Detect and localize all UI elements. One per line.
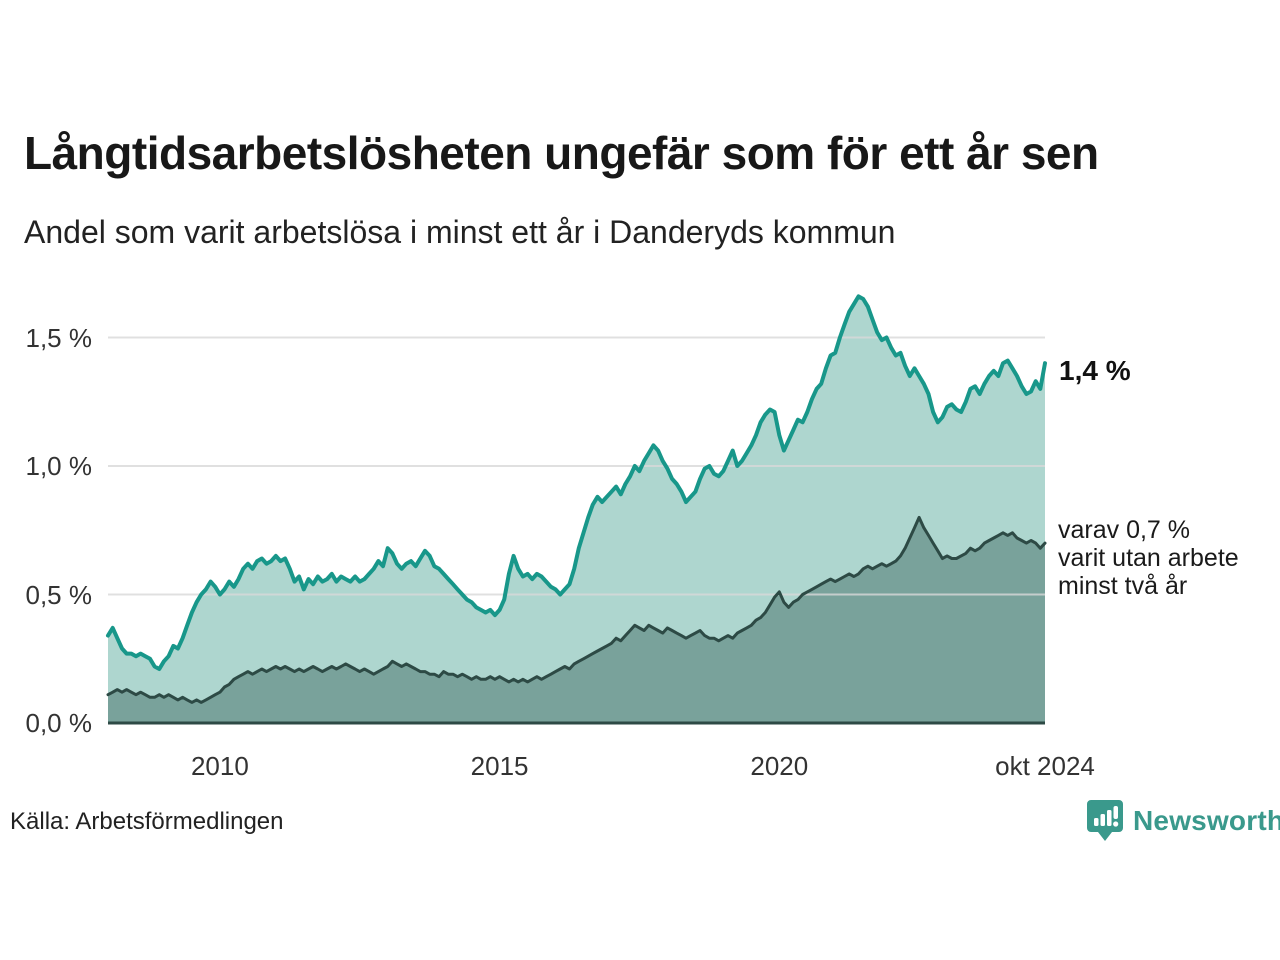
line-two-years-unemployed — [106, 515, 1047, 704]
annotation-line: varav 0,7 % — [1058, 516, 1191, 544]
x-tick-label: 2010 — [190, 751, 249, 781]
x-tick-label: okt 2024 — [995, 751, 1095, 781]
latest-value-label: 1,4 % — [1059, 355, 1131, 386]
newsworthy-wordmark: Newsworthy — [1133, 805, 1280, 836]
area-chart-plot — [106, 294, 1047, 725]
chart-subtitle: Andel som varit arbetslösa i minst ett å… — [24, 214, 896, 250]
annotation-line: varit utan arbete — [1058, 544, 1239, 572]
y-tick-label: 1,0 % — [25, 451, 93, 481]
y-tick-label: 0,0 % — [25, 708, 93, 738]
gridlines — [108, 336, 1045, 596]
y-tick-label: 0,5 % — [25, 579, 93, 610]
page-title: Långtidsarbetslösheten ungefär som för e… — [24, 127, 1099, 179]
source-caption: Källa: Arbetsförmedlingen — [10, 808, 284, 835]
newsworthy-logo-icon — [1087, 800, 1123, 841]
annotation-line: minst två år — [1058, 572, 1188, 600]
area-two-years-unemployed — [108, 517, 1045, 723]
two-year-share-annotation: varav 0,7 % varit utan arbete minst två … — [1058, 516, 1239, 600]
y-tick-label: 1,5 % — [25, 322, 93, 353]
line-one-year-unemployed — [106, 294, 1047, 671]
x-tick-label: 2020 — [750, 751, 809, 781]
x-tick-label: 2015 — [470, 751, 529, 781]
newsworthy-brand: Newsworthy — [1086, 799, 1280, 843]
